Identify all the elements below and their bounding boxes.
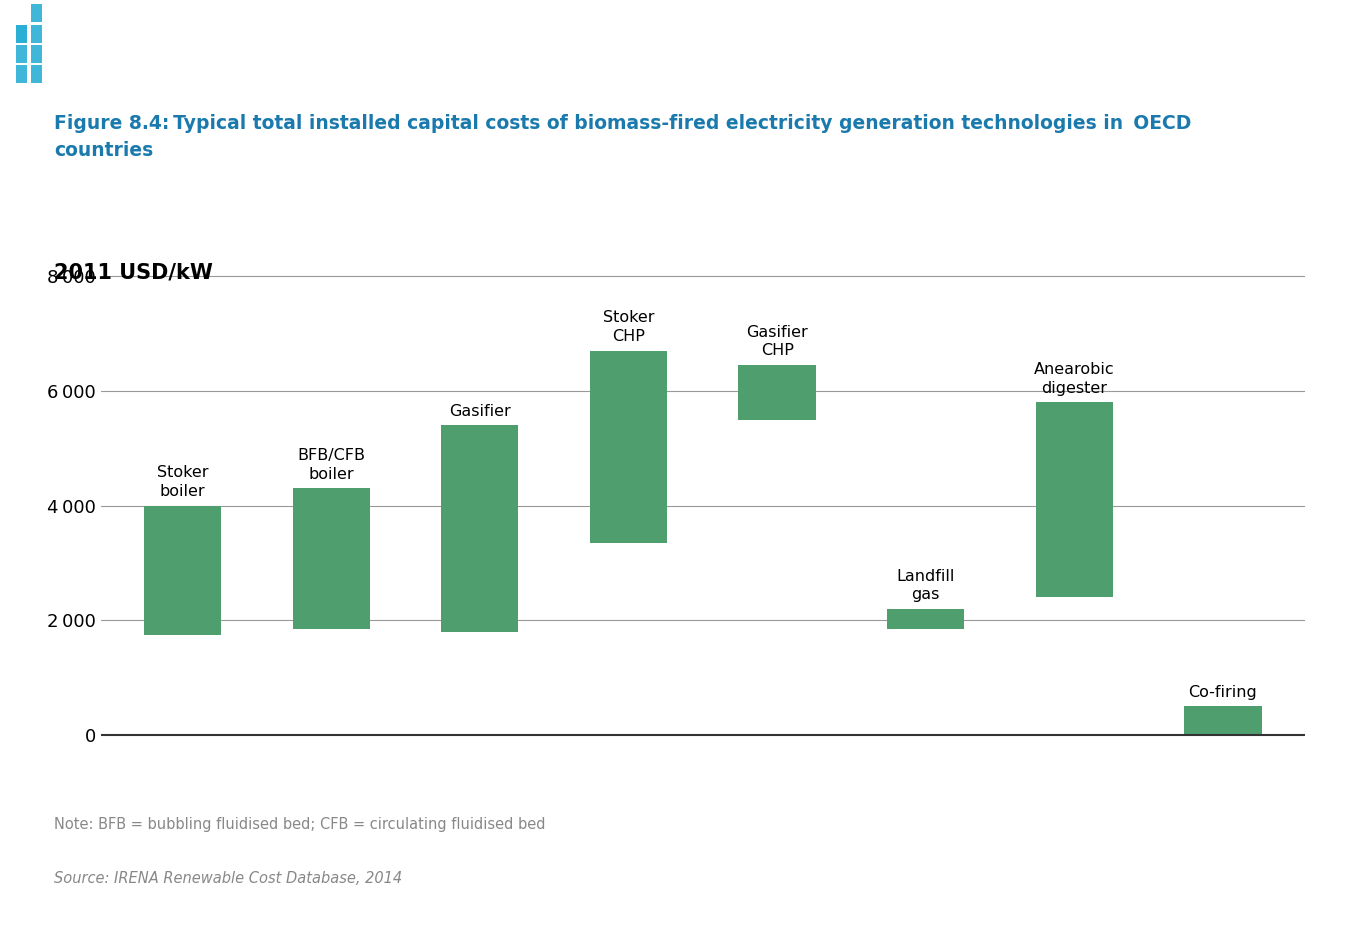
Text: Stoker
CHP: Stoker CHP: [603, 311, 654, 344]
Bar: [31, 4, 42, 22]
Bar: [1185, 707, 1262, 735]
Bar: [293, 488, 370, 629]
Text: 2011 USD/kW: 2011 USD/kW: [54, 262, 213, 282]
Bar: [31, 65, 42, 84]
Bar: [31, 46, 42, 63]
Text: Landfill
gas: Landfill gas: [897, 568, 955, 602]
Text: BFB/CFB
boiler: BFB/CFB boiler: [297, 448, 366, 482]
Bar: [441, 425, 518, 631]
Bar: [1036, 403, 1112, 597]
Text: Co-firing: Co-firing: [1189, 684, 1258, 699]
Bar: [31, 25, 42, 43]
Bar: [144, 506, 221, 634]
Text: Figure 8.4: Typical total installed capital costs of biomass-fired electricity g: Figure 8.4: Typical total installed capi…: [54, 114, 1192, 160]
Bar: [16, 25, 27, 43]
Bar: [888, 609, 964, 629]
Text: Anearobic
digester: Anearobic digester: [1034, 362, 1115, 395]
Bar: [16, 46, 27, 63]
Text: Gasifier
CHP: Gasifier CHP: [746, 325, 808, 358]
Bar: [590, 351, 667, 543]
Text: RENEWABLE POWER GENERATION COSTS IN 2014: RENEWABLE POWER GENERATION COSTS IN 2014: [74, 40, 671, 60]
Bar: [738, 365, 815, 419]
Bar: [16, 25, 27, 43]
Bar: [16, 65, 27, 84]
Text: Stoker
boiler: Stoker boiler: [157, 465, 208, 498]
Text: Gasifier: Gasifier: [449, 404, 511, 418]
Text: Source: IRENA Renewable Cost Database, 2014: Source: IRENA Renewable Cost Database, 2…: [54, 871, 402, 886]
Text: ●● IRENA: ●● IRENA: [1159, 24, 1321, 52]
Text: International Renewable Energy Agency: International Renewable Energy Agency: [1146, 73, 1345, 84]
Text: Note: BFB = bubbling fluidised bed; CFB = circulating fluidised bed: Note: BFB = bubbling fluidised bed; CFB …: [54, 817, 545, 831]
